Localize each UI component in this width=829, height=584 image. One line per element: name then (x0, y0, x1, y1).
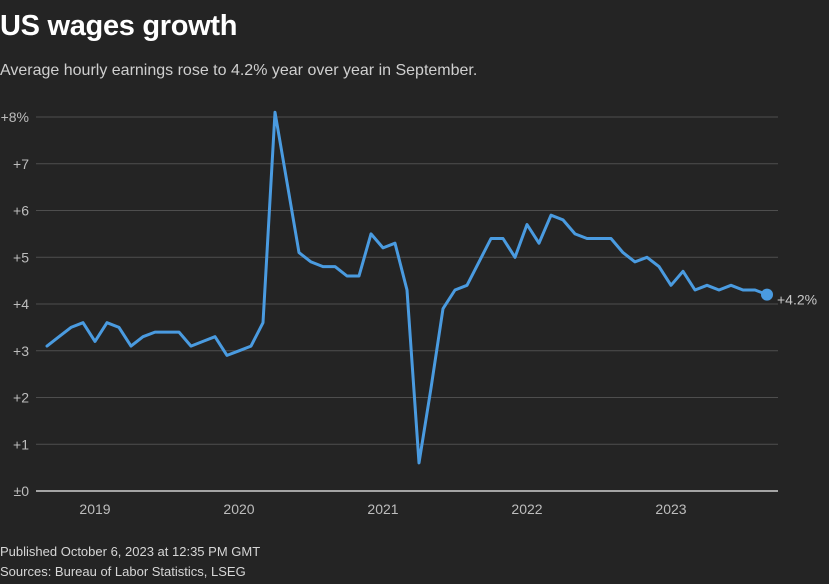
published-date: Published October 6, 2023 at 12:35 PM GM… (0, 544, 261, 559)
end-point-label: +4.2% (777, 292, 817, 308)
y-tick-label: +2 (13, 390, 29, 406)
x-tick-label: 2023 (655, 501, 686, 517)
y-tick-label: ±0 (14, 483, 30, 499)
y-tick-label: +4 (13, 296, 29, 312)
chart-subtitle: Average hourly earnings rose to 4.2% yea… (0, 62, 478, 79)
end-point-marker (761, 288, 773, 301)
sources-note: Sources: Bureau of Labor Statistics, LSE… (0, 564, 246, 579)
y-tick-label: +3 (13, 343, 29, 359)
x-tick-label: 2022 (511, 501, 542, 517)
chart-title: US wages growth (0, 10, 238, 42)
y-axis: ±0 +1 +2 +3 +4 +5 +6 +7 +8% (1, 109, 30, 499)
gridlines (36, 116, 778, 445)
y-tick-label: +5 (13, 249, 29, 265)
series-line-wages-growth (45, 110, 769, 465)
x-axis: 2019 2020 2021 2022 2023 (79, 501, 686, 517)
y-tick-label: +7 (13, 156, 29, 172)
x-tick-label: 2020 (223, 501, 254, 517)
y-tick-label: +6 (13, 203, 29, 219)
x-tick-label: 2021 (367, 501, 398, 517)
x-tick-label: 2019 (79, 501, 110, 517)
y-tick-label: +1 (13, 436, 29, 452)
y-tick-label: +8% (1, 109, 29, 125)
